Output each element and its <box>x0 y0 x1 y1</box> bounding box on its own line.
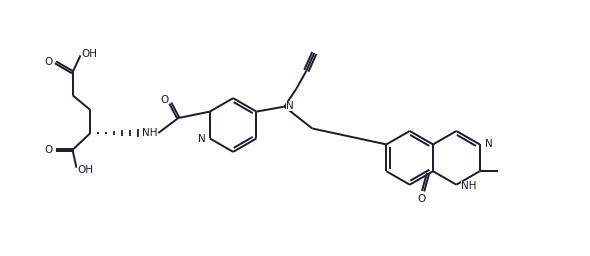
Text: NH: NH <box>461 181 476 191</box>
Text: O: O <box>44 145 53 155</box>
Text: O: O <box>160 95 168 105</box>
Text: O: O <box>417 194 425 204</box>
Text: NH: NH <box>142 128 157 138</box>
Text: O: O <box>44 57 53 67</box>
Text: OH: OH <box>77 165 93 175</box>
Text: N: N <box>286 101 293 111</box>
Text: OH: OH <box>81 49 97 59</box>
Text: N: N <box>198 134 206 144</box>
Text: N: N <box>485 140 493 150</box>
